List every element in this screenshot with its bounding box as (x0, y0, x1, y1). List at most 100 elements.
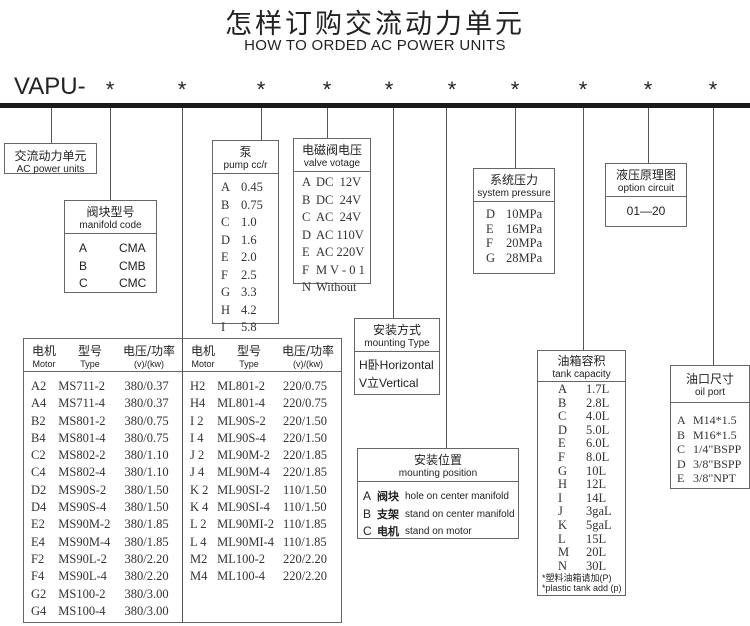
motor-power: 380/1.85 (124, 517, 169, 532)
item-field: 30L (586, 558, 607, 573)
tank-en: tank capacity (552, 369, 611, 380)
circuit-cn: 液压原理图 (615, 168, 676, 182)
list-item: J 3gaL (558, 505, 625, 519)
header-en: Motor (191, 359, 215, 369)
motor-power: 380/0.37 (124, 379, 169, 393)
motor-type: ML801-4 (217, 396, 266, 411)
option-circuit-box: 液压原理图 option circuit 01—20 (605, 163, 687, 227)
header-en: (v)/(kw) (134, 359, 164, 369)
item-field: 20MPa (506, 236, 543, 250)
list-item: V立Vertical (359, 375, 439, 393)
item-field: DC 24V (316, 192, 362, 207)
item-field: C (363, 524, 372, 538)
item-field: CMB (119, 258, 146, 273)
item-field: 1.0 (241, 215, 257, 229)
item-field: G (486, 250, 496, 265)
list-item: F 20MPa (486, 236, 554, 251)
column-header: 电机 Motor (24, 342, 64, 371)
list-item: C 电机 stand on motor (363, 523, 518, 541)
list-item: N Without (302, 279, 370, 297)
item-field: 14L (586, 490, 607, 505)
title-en: HOW TO ORDED AC POWER UNITS (244, 37, 506, 54)
table-row: M2 ML100-2 220/2.20 (190, 551, 341, 568)
motor-code: B2 (31, 413, 46, 428)
list-item: E 16MPa (486, 222, 554, 237)
manifold-box: 阀块型号 manifold code A CMA B CMB C CMC (64, 200, 157, 293)
table-row: C4 MS802-4 380/1.10 (31, 464, 183, 481)
item-field: 8.0L (586, 449, 610, 464)
item-field: 3gaL (586, 504, 612, 519)
list-item: I 14L (558, 490, 625, 506)
item-text: V立Vertical (359, 375, 419, 390)
item-field: K (558, 517, 568, 532)
list-item: E 6.0L (558, 437, 625, 451)
motor-power: 220/1.50 (282, 413, 328, 428)
item-field: M14*1.5 (693, 413, 737, 427)
motor-power: 220/1.85 (282, 465, 328, 480)
motor-power: 220/0.75 (282, 379, 328, 393)
item-field: Without (316, 280, 357, 294)
motor-code: F4 (31, 569, 45, 584)
code-slot-star: * (322, 77, 332, 102)
item-field: E (558, 436, 566, 451)
mount-pos-cn: 安装位置 (413, 453, 462, 467)
motor-power: 380/1.50 (124, 500, 169, 515)
column-header: 型号 Type (223, 342, 275, 371)
item-field: E (302, 245, 310, 259)
motor-type: MS802-4 (58, 465, 106, 480)
item-field: 1.6 (241, 232, 257, 247)
table-row: C2 MS802-2 380/1.10 (31, 447, 183, 464)
item-field: AC 24V (316, 210, 362, 224)
ac-power-units-box: 交流动力单元 AC power units (4, 143, 97, 175)
motor-code: J 2 (190, 448, 205, 463)
item-field: B (677, 427, 686, 442)
column-header: 电压/功率 (v)/(kw) (275, 342, 341, 371)
item-field: B (79, 258, 88, 273)
item-field: N (302, 280, 312, 294)
motor-type: MS801-4 (58, 430, 106, 445)
item-field: A (677, 413, 686, 427)
list-item: B 0.75 (221, 197, 278, 215)
list-item: A 阀块 hole on center manifold (363, 488, 518, 506)
table-row: B4 MS801-4 380/0.75 (31, 430, 183, 447)
motor-code: G4 (31, 603, 47, 618)
motor-code: A4 (31, 396, 47, 411)
list-item: B DC 24V (302, 192, 370, 210)
item-field: 4.0L (586, 409, 610, 424)
table-row: F4 MS90L-4 380/2.20 (31, 568, 183, 585)
connector-line (261, 108, 262, 140)
item-field: 2.0 (241, 250, 257, 264)
table-row: H4 ML801-4 220/0.75 (190, 395, 341, 412)
motor-code: L 2 (190, 517, 207, 532)
item-field: C (79, 276, 88, 290)
list-item: B 2.8L (558, 396, 625, 411)
item-field: 10MPa (506, 207, 543, 221)
item-field: E (677, 471, 685, 485)
list-item: A CMA (79, 240, 156, 258)
item-field: 15L (586, 531, 607, 546)
header-en: Motor (32, 359, 56, 369)
motor-code: H4 (190, 396, 206, 411)
item-field: L (558, 531, 566, 546)
pressure-en: system pressure (477, 188, 551, 199)
motor-code: H2 (190, 379, 206, 393)
list-item: D AC 110V (302, 227, 370, 245)
connector-line (327, 108, 328, 138)
motor-type: MS90S-4 (58, 500, 107, 515)
item-field: M (558, 545, 570, 560)
code-slot-star: * (708, 77, 718, 102)
item-field: 0.75 (241, 197, 263, 212)
list-item: G 3.3 (221, 284, 278, 302)
motor-code: C4 (31, 465, 46, 480)
motor-power: 220/2.20 (282, 569, 328, 584)
item-field: C (302, 210, 311, 224)
list-item: G 28MPa (486, 251, 554, 266)
code-slot-star: * (510, 77, 520, 102)
table-row: L 4 ML90MI-4 110/1.85 (190, 534, 341, 551)
motor-power: 220/1.85 (282, 448, 328, 463)
item-field: AC 220V (316, 245, 365, 259)
pump-box: 泵 pump cc/r A 0.45 B 0.75 C 1.0 D 1.6 E 2.0 F 2.5 G 3.… (212, 140, 279, 334)
list-item: N 30L (558, 558, 625, 574)
item-field: B (302, 192, 311, 207)
column-header: 型号 Type (64, 342, 116, 371)
